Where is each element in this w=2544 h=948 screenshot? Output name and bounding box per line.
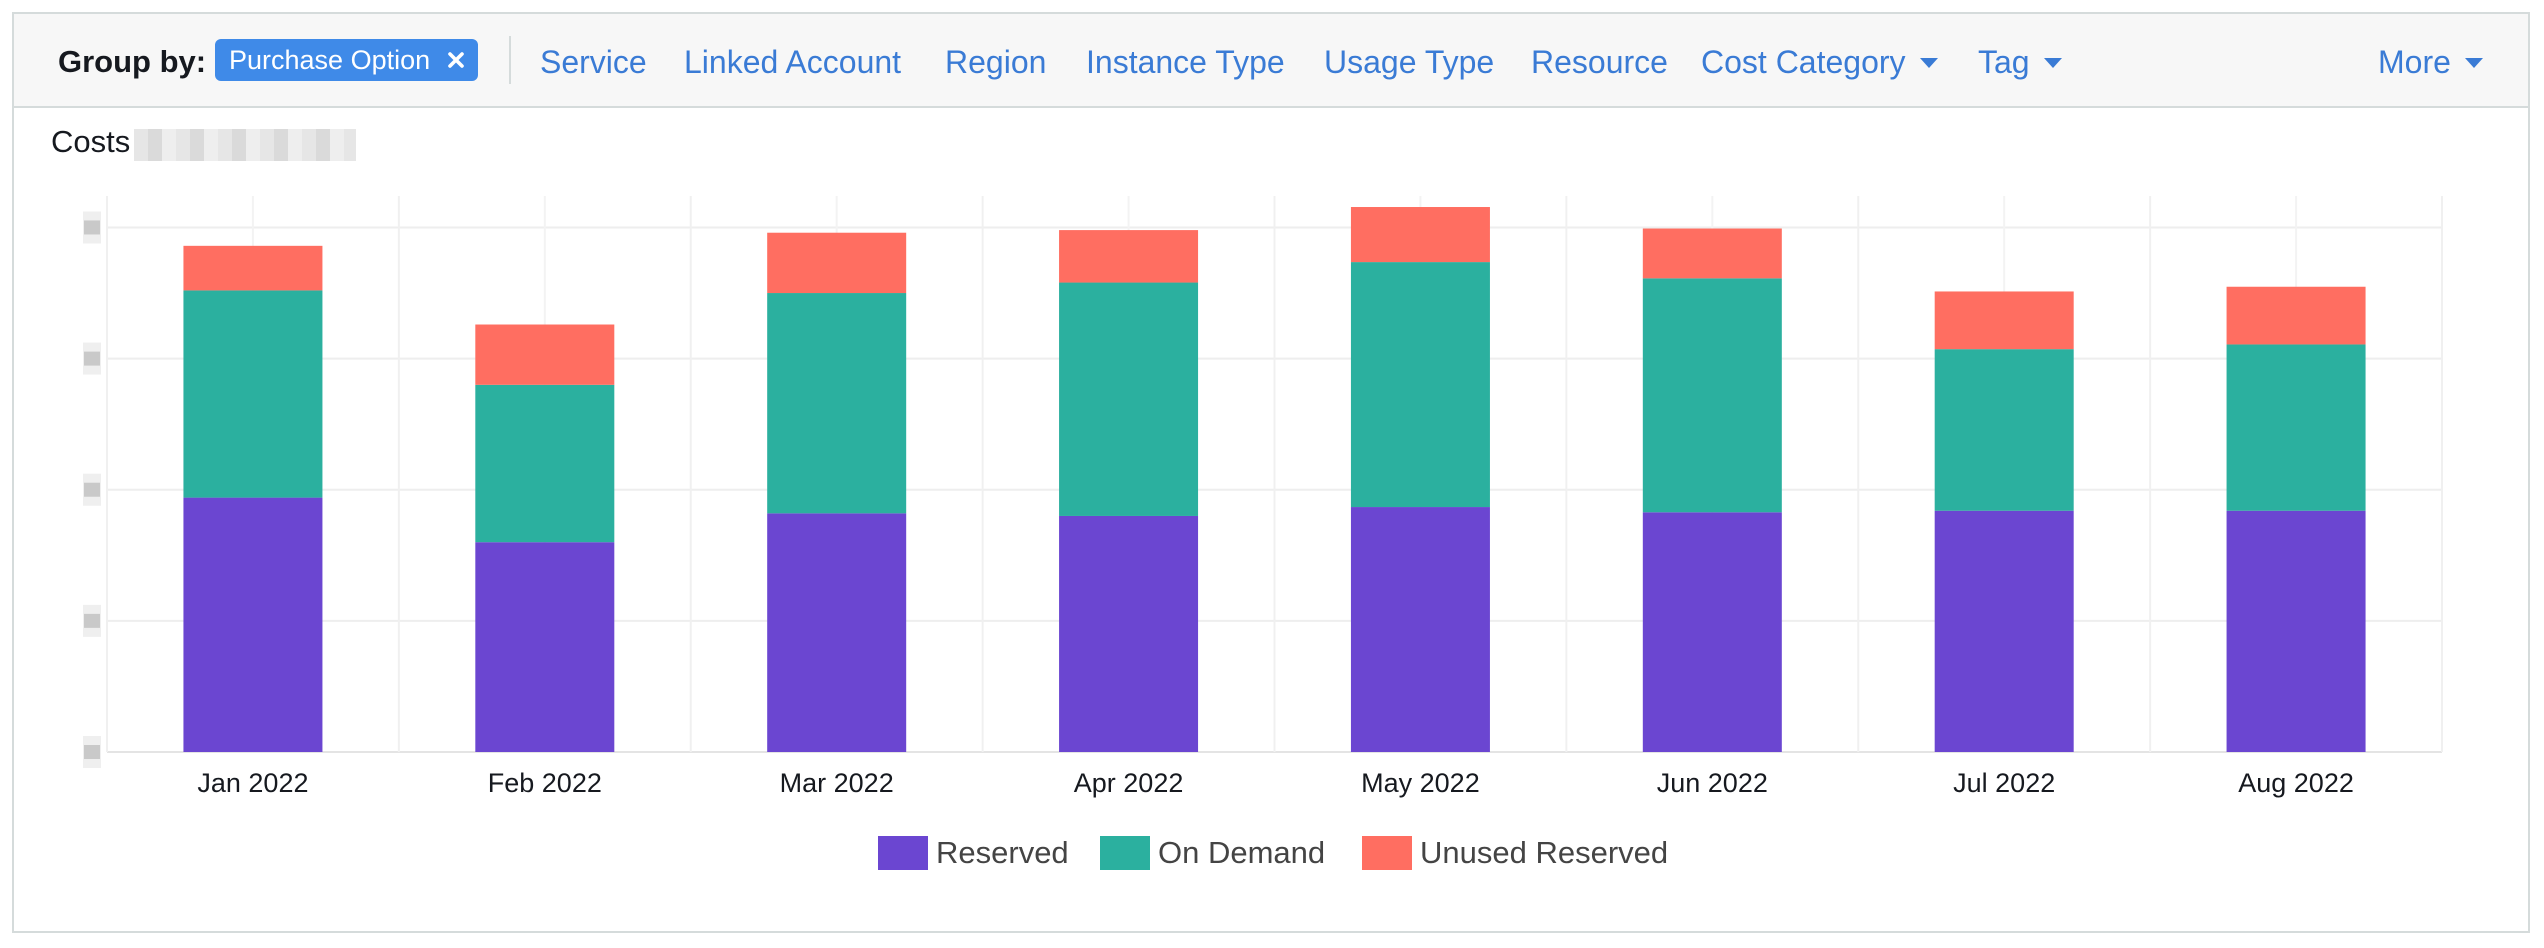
x-tick-label: Jun 2022 bbox=[1657, 768, 1768, 798]
x-tick-label: Aug 2022 bbox=[2238, 768, 2354, 798]
x-tick-label: Feb 2022 bbox=[488, 768, 602, 798]
bar-segment-on-demand[interactable] bbox=[475, 385, 614, 542]
legend-item-on-demand[interactable]: On Demand bbox=[1100, 835, 1325, 871]
y-axis-ticks-redacted bbox=[83, 211, 101, 768]
bar-segment-unused-reserved[interactable] bbox=[1059, 230, 1198, 282]
x-tick-label: Mar 2022 bbox=[780, 768, 894, 798]
bar-segment-unused-reserved[interactable] bbox=[1351, 207, 1490, 262]
bar-segment-on-demand[interactable] bbox=[1059, 283, 1198, 516]
bar-segment-on-demand[interactable] bbox=[2227, 344, 2366, 510]
bar-segment-reserved[interactable] bbox=[183, 498, 322, 752]
y-tick-redacted-mark bbox=[84, 483, 100, 497]
legend-item-reserved[interactable]: Reserved bbox=[878, 835, 1069, 871]
legend-swatch bbox=[1362, 836, 1412, 870]
legend-label: Unused Reserved bbox=[1420, 835, 1668, 871]
chart-legend: Reserved On Demand Unused Reserved bbox=[0, 835, 2544, 875]
bar-segment-unused-reserved[interactable] bbox=[475, 325, 614, 385]
bar-segment-unused-reserved[interactable] bbox=[767, 233, 906, 293]
x-tick-label: May 2022 bbox=[1361, 768, 1480, 798]
bar-segment-on-demand[interactable] bbox=[1643, 278, 1782, 512]
bar-segment-unused-reserved[interactable] bbox=[1935, 291, 2074, 349]
bar-segment-reserved[interactable] bbox=[767, 513, 906, 752]
bar-segment-unused-reserved[interactable] bbox=[183, 246, 322, 291]
bar-segment-on-demand[interactable] bbox=[767, 293, 906, 513]
x-tick-label: Jul 2022 bbox=[1953, 768, 2055, 798]
legend-label: On Demand bbox=[1158, 835, 1325, 871]
y-tick-redacted-mark bbox=[84, 220, 100, 234]
bar-segment-reserved[interactable] bbox=[1059, 516, 1198, 752]
legend-swatch bbox=[878, 836, 928, 870]
bar-segment-reserved[interactable] bbox=[2227, 511, 2366, 752]
bar-segment-on-demand[interactable] bbox=[183, 290, 322, 497]
y-tick-redacted-mark bbox=[84, 745, 100, 759]
legend-label: Reserved bbox=[936, 835, 1069, 871]
bar-segment-reserved[interactable] bbox=[475, 542, 614, 752]
x-tick-label: Apr 2022 bbox=[1074, 768, 1184, 798]
bar-segment-reserved[interactable] bbox=[1935, 511, 2074, 752]
bar-segment-unused-reserved[interactable] bbox=[2227, 287, 2366, 345]
x-axis-labels: Jan 2022 Feb 2022 Mar 2022 Apr 2022 May 2022… bbox=[197, 768, 2353, 798]
chart-grid bbox=[107, 196, 2442, 752]
legend-swatch bbox=[1100, 836, 1150, 870]
legend-item-unused-reserved[interactable]: Unused Reserved bbox=[1362, 835, 1668, 871]
bar-segment-on-demand[interactable] bbox=[1351, 262, 1490, 507]
x-tick-label: Jan 2022 bbox=[197, 768, 308, 798]
bar-segment-unused-reserved[interactable] bbox=[1643, 229, 1782, 279]
bar-segment-reserved[interactable] bbox=[1643, 512, 1782, 752]
y-tick-redacted-mark bbox=[84, 614, 100, 628]
bar-segment-on-demand[interactable] bbox=[1935, 349, 2074, 511]
bar-segment-reserved[interactable] bbox=[1351, 507, 1490, 752]
y-tick-redacted-mark bbox=[84, 352, 100, 366]
